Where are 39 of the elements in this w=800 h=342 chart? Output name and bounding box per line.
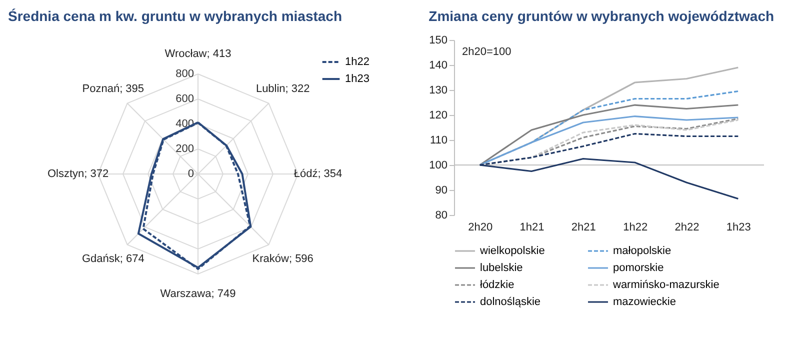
- legend-label: małopolskie: [613, 245, 672, 257]
- legend-label: 1h22: [345, 56, 370, 68]
- y-tick-label: 100: [429, 160, 448, 172]
- x-tick-label: 2h20: [468, 222, 493, 234]
- chart-title: Średnia cena m kw. gruntu w wybranych miastach: [8, 8, 342, 24]
- annotation: 2h20=100: [462, 46, 512, 58]
- legend-label: dolnośląskie: [480, 296, 541, 308]
- spoke-label: Gdańsk; 674: [82, 252, 144, 265]
- spoke-label: Poznań; 395: [82, 83, 144, 96]
- y-tick-label: 600: [176, 93, 194, 105]
- legend-label: pomorskie: [613, 262, 664, 274]
- legend-label: warmińsko-mazurskie: [612, 279, 720, 291]
- x-tick-label: 2h22: [674, 222, 700, 234]
- spoke-label: Lublin; 322: [256, 83, 310, 96]
- x-tick-label: 2h21: [571, 222, 596, 234]
- y-tick-label: 150: [429, 34, 448, 46]
- spoke-label: Olsztyn; 372: [47, 168, 109, 180]
- y-tick-label: 80: [435, 210, 448, 222]
- spoke-label: Kraków; 596: [252, 252, 314, 265]
- legend-label: mazowieckie: [613, 296, 676, 308]
- legend-label: łódzkie: [480, 279, 514, 291]
- spoke-label: Warszawa; 749: [160, 288, 236, 300]
- y-tick-label: 800: [176, 68, 194, 80]
- y-tick-label: 130: [429, 84, 448, 96]
- spoke-label: Łódź; 354: [294, 168, 342, 180]
- chart-title: Zmiana ceny gruntów w wybranych województwach: [428, 8, 774, 24]
- y-tick-label: 110: [430, 134, 448, 146]
- y-tick-label: 200: [176, 143, 194, 155]
- y-tick-label: 140: [429, 60, 448, 72]
- y-tick-label: 0: [188, 168, 194, 180]
- legend-label: lubelskie: [480, 262, 523, 274]
- x-tick-label: 1h21: [520, 222, 544, 234]
- legend-label: 1h23: [345, 73, 370, 85]
- y-tick-label: 90: [435, 184, 448, 196]
- x-tick-label: 1h23: [726, 222, 751, 234]
- x-tick-label: 1h22: [623, 222, 648, 234]
- spoke-label: Wrocław; 413: [164, 48, 232, 60]
- legend-label: wielkopolskie: [479, 245, 545, 257]
- y-tick-label: 120: [429, 110, 448, 122]
